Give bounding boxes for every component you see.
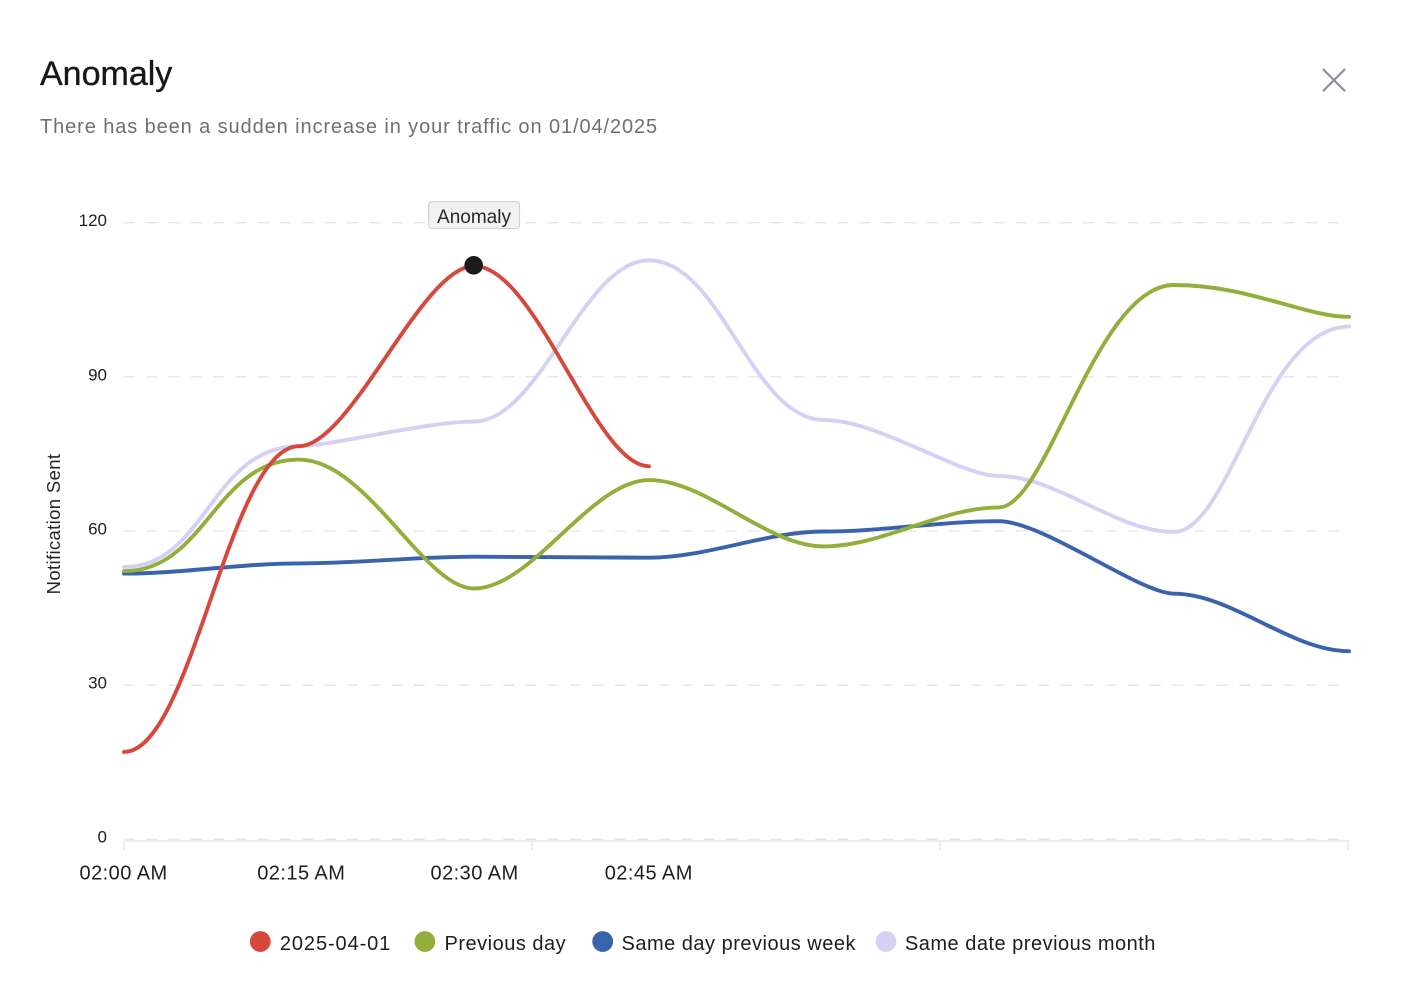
svg-text:0: 0 (98, 828, 107, 847)
svg-text:Same date previous month: Same date previous month (905, 933, 1156, 955)
svg-text:30: 30 (88, 674, 107, 693)
svg-text:Anomaly: Anomaly (437, 207, 511, 228)
svg-text:2025-04-01: 2025-04-01 (280, 933, 391, 955)
svg-text:60: 60 (88, 519, 107, 538)
svg-text:90: 90 (88, 365, 107, 384)
svg-text:Same day previous week: Same day previous week (622, 933, 857, 955)
svg-text:120: 120 (79, 211, 107, 230)
svg-text:02:45 AM: 02:45 AM (605, 863, 693, 885)
svg-text:02:30 AM: 02:30 AM (431, 863, 519, 885)
svg-text:Previous day: Previous day (445, 933, 567, 955)
svg-text:Notification Sent: Notification Sent (43, 454, 64, 595)
svg-text:02:15 AM: 02:15 AM (257, 863, 345, 885)
svg-text:02:00 AM: 02:00 AM (80, 863, 168, 885)
